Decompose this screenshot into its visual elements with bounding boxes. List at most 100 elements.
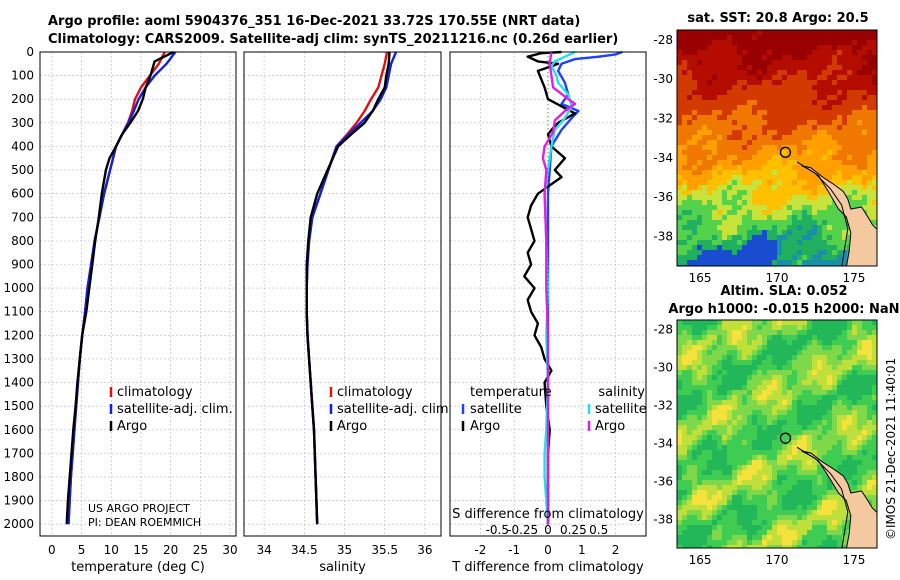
map-cell: [822, 475, 827, 480]
map-cell: [747, 360, 752, 365]
map-cell: [697, 385, 702, 390]
map-cell: [717, 335, 722, 340]
legend-header-temperature: temperature: [470, 385, 552, 400]
map-cell: [797, 525, 802, 530]
map-cell: [697, 390, 702, 395]
map-cell: [777, 455, 782, 460]
map-cell: [702, 420, 707, 425]
map-cell: [722, 380, 727, 385]
map-cell: [817, 185, 822, 190]
map-cell: [717, 105, 722, 110]
map-cell: [792, 430, 797, 435]
map-cell: [777, 45, 782, 50]
map-cell: [737, 410, 742, 415]
map-cell: [712, 500, 717, 505]
map-cell: [737, 120, 742, 125]
map-cell: [792, 415, 797, 420]
map-cell: [747, 40, 752, 45]
map-cell: [742, 495, 747, 500]
map-cell: [777, 40, 782, 45]
map-cell: [757, 535, 762, 540]
map-cell: [702, 475, 707, 480]
map-cell: [797, 510, 802, 515]
map-cell: [737, 215, 742, 220]
map-cell: [807, 440, 812, 445]
map-cell: [772, 215, 777, 220]
map-cell: [872, 325, 877, 330]
map-cell: [742, 335, 747, 340]
map-cell: [827, 85, 832, 90]
map-cell: [712, 355, 717, 360]
map-cell: [742, 345, 747, 350]
map-cell: [702, 540, 707, 545]
map-cell: [837, 445, 842, 450]
map-cell: [682, 455, 687, 460]
map-cell: [817, 170, 822, 175]
map-cell: [742, 490, 747, 495]
map-cell: [732, 250, 737, 255]
map-cell: [772, 470, 777, 475]
map-cell: [747, 175, 752, 180]
map-cell: [757, 435, 762, 440]
map-cell: [742, 195, 747, 200]
map-cell: [832, 130, 837, 135]
map-cell: [862, 365, 867, 370]
map-cell: [722, 150, 727, 155]
map-cell: [767, 380, 772, 385]
map-cell: [827, 45, 832, 50]
map-cell: [822, 440, 827, 445]
map-cell: [762, 475, 767, 480]
map-cell: [687, 335, 692, 340]
map-cell: [802, 220, 807, 225]
map-cell: [797, 75, 802, 80]
map-cell: [762, 230, 767, 235]
map-cell: [692, 415, 697, 420]
map-cell: [767, 165, 772, 170]
map-cell: [792, 530, 797, 535]
map-x-tick-label: 175: [842, 553, 865, 567]
map-cell: [777, 425, 782, 430]
map-cell: [772, 535, 777, 540]
map-cell: [697, 150, 702, 155]
map-cell: [802, 90, 807, 95]
map-cell: [847, 450, 852, 455]
map-cell: [732, 455, 737, 460]
map-cell: [737, 345, 742, 350]
map-cell: [692, 445, 697, 450]
map-cell: [707, 105, 712, 110]
map-cell: [722, 490, 727, 495]
map-cell: [707, 495, 712, 500]
map-cell: [697, 35, 702, 40]
map-cell: [732, 150, 737, 155]
map-cell: [797, 85, 802, 90]
map-cell: [712, 135, 717, 140]
map-cell: [722, 510, 727, 515]
map-cell: [727, 340, 732, 345]
map-cell: [697, 160, 702, 165]
map-cell: [687, 495, 692, 500]
map-cell: [687, 405, 692, 410]
map-cell: [777, 495, 782, 500]
map-cell: [812, 50, 817, 55]
map-cell: [727, 365, 732, 370]
map-cell: [787, 505, 792, 510]
map-cell: [687, 390, 692, 395]
map-cell: [762, 155, 767, 160]
map-cell: [702, 140, 707, 145]
map-cell: [707, 165, 712, 170]
map-cell: [817, 380, 822, 385]
map-cell: [837, 405, 842, 410]
map-cell: [742, 110, 747, 115]
map-cell: [752, 230, 757, 235]
map-cell: [737, 505, 742, 510]
map-cell: [732, 320, 737, 325]
map-cell: [832, 410, 837, 415]
map-cell: [777, 200, 782, 205]
map-cell: [692, 505, 697, 510]
map-cell: [737, 465, 742, 470]
sst-map-title: sat. SST: 20.8 Argo: 20.5: [687, 11, 868, 26]
x2-tick-label: -0.25: [507, 523, 538, 537]
map-cell: [757, 485, 762, 490]
map-cell: [797, 380, 802, 385]
